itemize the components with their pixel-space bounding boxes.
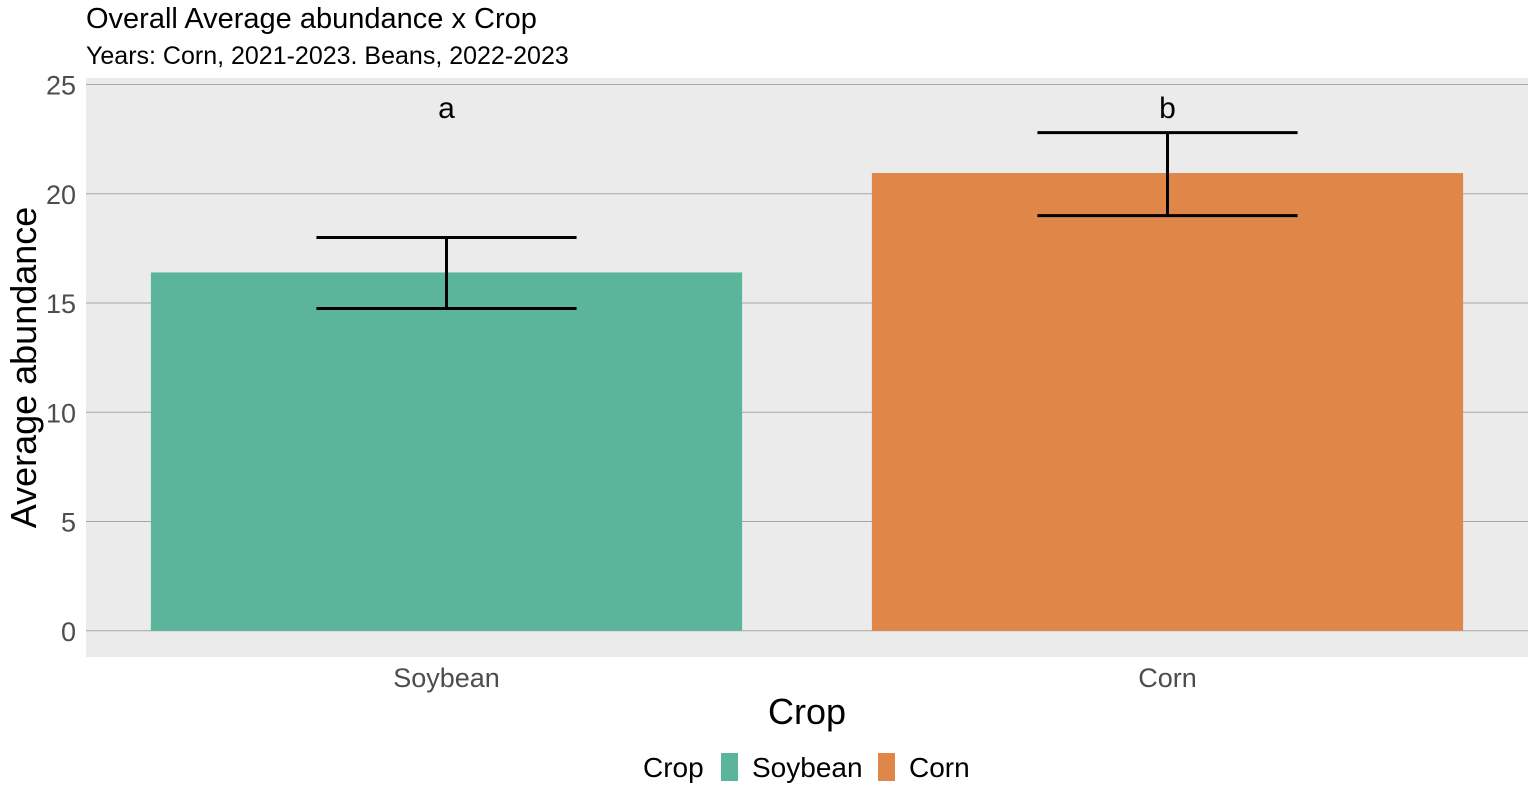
significance-label-soybean: a xyxy=(438,92,455,125)
chart-subtitle: Years: Corn, 2021-2023. Beans, 2022-2023 xyxy=(86,42,569,70)
bar-soybean xyxy=(150,272,743,631)
significance-label-corn: b xyxy=(1159,92,1176,125)
x-tick-label-corn: Corn xyxy=(1138,663,1197,693)
error-bar-soybean xyxy=(316,235,577,311)
error-bar-corn xyxy=(1037,131,1298,218)
legend: Crop Soybean Corn xyxy=(643,752,970,783)
x-axis: Soybean Corn xyxy=(393,663,1197,693)
legend-label-corn: Corn xyxy=(909,752,970,783)
y-tick-label-25: 25 xyxy=(46,71,76,101)
y-axis-title: Average abundance xyxy=(3,207,44,529)
x-axis-title: Crop xyxy=(768,691,846,732)
y-tick-label-20: 20 xyxy=(46,180,76,210)
legend-title: Crop xyxy=(643,752,704,783)
y-tick-label-5: 5 xyxy=(61,508,76,538)
y-tick-label-0: 0 xyxy=(61,617,76,647)
error-bars xyxy=(316,131,1298,311)
x-tick-label-soybean: Soybean xyxy=(393,663,500,693)
legend-key-corn xyxy=(878,753,895,781)
y-tick-label-15: 15 xyxy=(46,289,76,319)
legend-label-soybean: Soybean xyxy=(752,752,863,783)
bar-corn xyxy=(871,173,1464,631)
legend-key-soybean xyxy=(721,753,738,781)
bars xyxy=(150,173,1464,631)
y-axis: 0 5 10 15 20 25 xyxy=(46,71,76,647)
chart-title: Overall Average abundance x Crop xyxy=(86,3,537,35)
y-tick-label-10: 10 xyxy=(46,398,76,428)
